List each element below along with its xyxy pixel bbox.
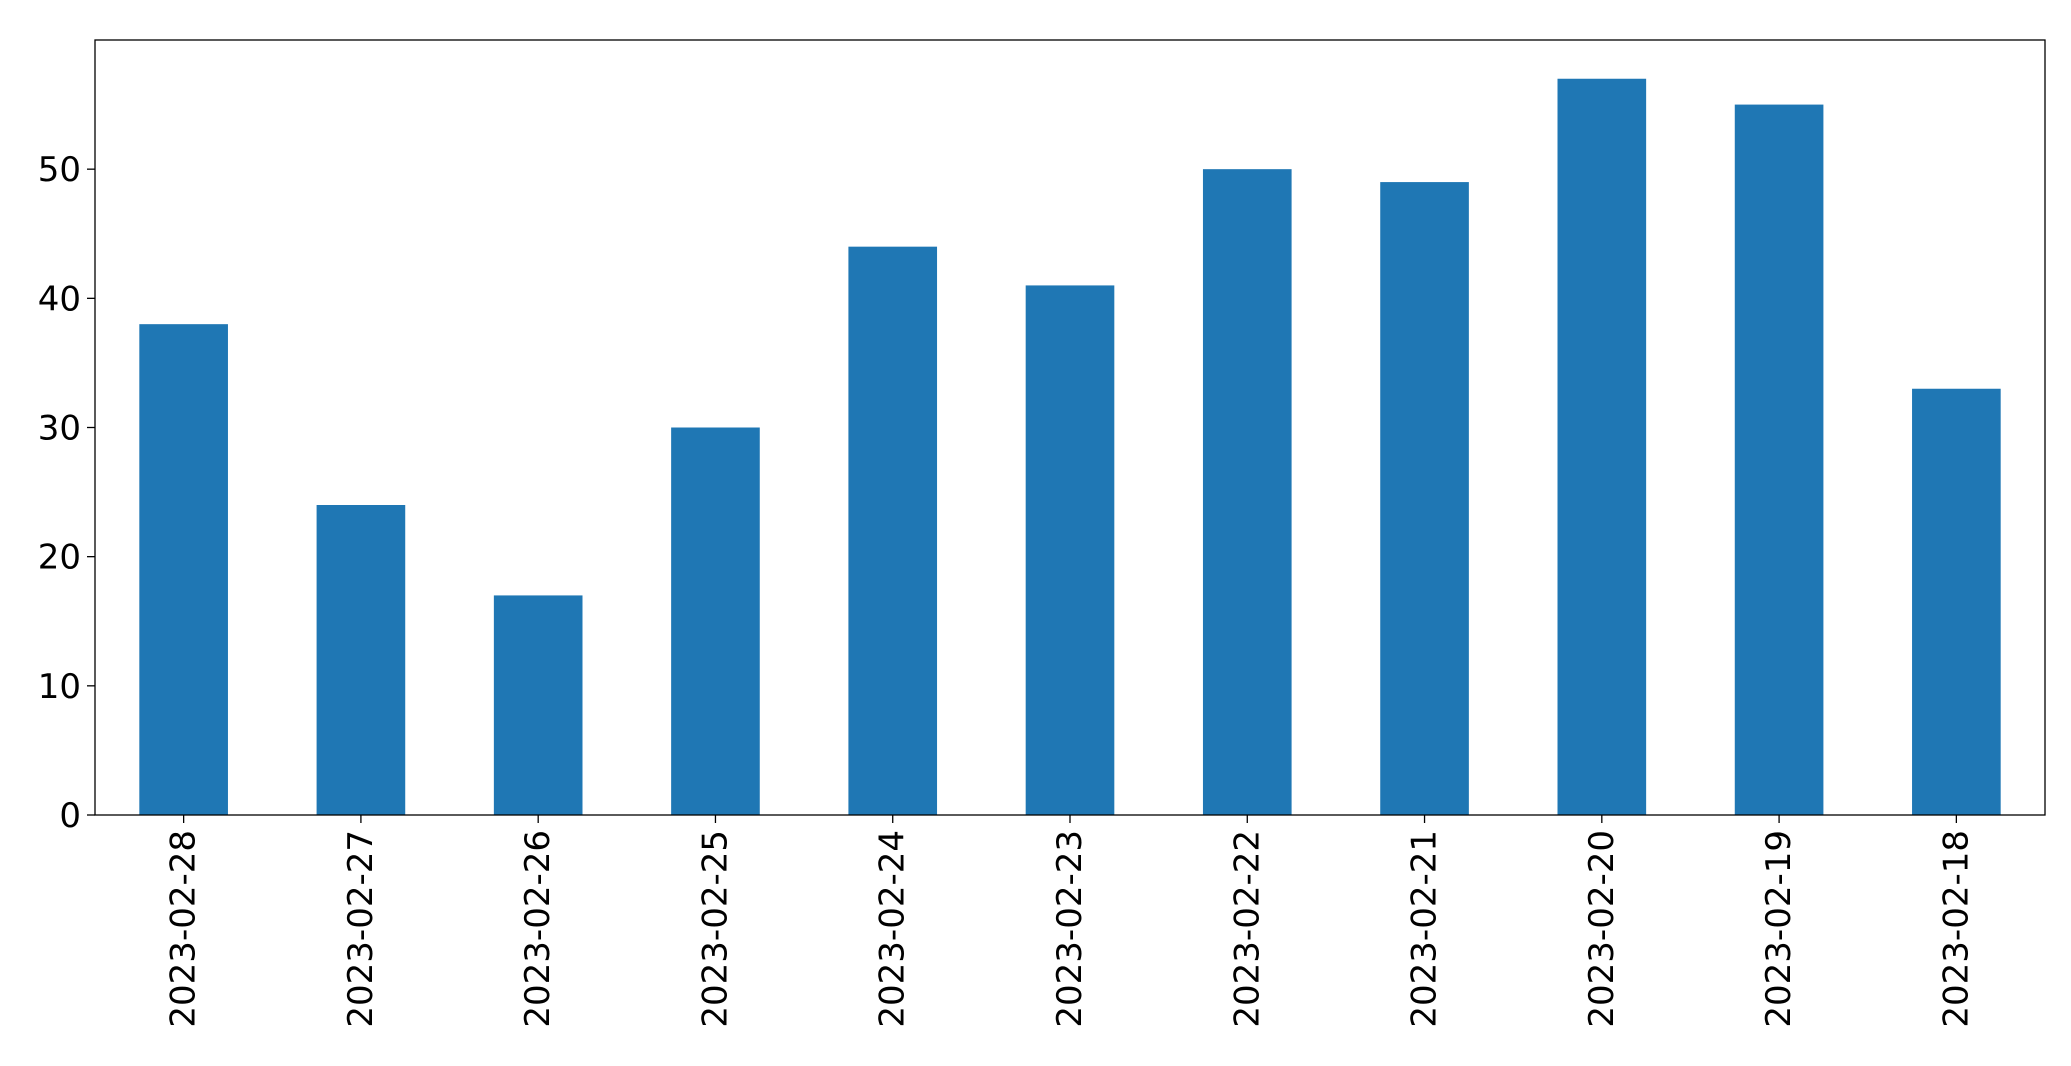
y-axis: 0 10 20 30 40 50: [38, 150, 95, 836]
bar-2023-02-27: [316, 505, 406, 815]
x-tick-label: 2023-02-25: [695, 830, 735, 1028]
y-tick-label: 50: [38, 150, 81, 190]
y-tick-label: 0: [59, 796, 81, 836]
x-tick-label: 2023-02-27: [341, 830, 381, 1028]
x-tick-label: 2023-02-23: [1050, 830, 1090, 1028]
y-tick-label: 20: [38, 538, 81, 578]
plot-frame: [94, 39, 2046, 816]
bar-2023-02-28: [139, 324, 228, 815]
bars-layer: [139, 78, 2001, 816]
x-axis: 2023-02-28 2023-02-27 2023-02-26 2023-02-25…: [164, 815, 1976, 1028]
x-tick-label: 2023-02-19: [1759, 830, 1799, 1028]
bar-2023-02-23: [1025, 285, 1115, 816]
bar-2023-02-24: [848, 246, 938, 815]
bar-2023-02-18: [1912, 388, 2001, 815]
bar-2023-02-21: [1380, 182, 1469, 816]
x-tick-label: 2023-02-24: [873, 830, 913, 1028]
x-tick-label: 2023-02-28: [164, 830, 204, 1028]
bar-2023-02-19: [1734, 104, 1824, 816]
x-tick-label: 2023-02-18: [1936, 830, 1976, 1028]
x-tick-label: 2023-02-22: [1227, 830, 1267, 1028]
x-tick-label: 2023-02-20: [1582, 830, 1622, 1028]
y-tick-label: 10: [38, 667, 81, 707]
x-tick-label: 2023-02-26: [518, 830, 558, 1028]
y-tick-label: 30: [38, 409, 81, 449]
y-tick-label: 40: [38, 279, 81, 319]
bar-2023-02-25: [671, 427, 760, 815]
bar-2023-02-20: [1557, 78, 1647, 815]
bar-2023-02-22: [1202, 169, 1292, 815]
bar-2023-02-26: [493, 595, 583, 815]
x-tick-label: 2023-02-21: [1405, 830, 1445, 1028]
